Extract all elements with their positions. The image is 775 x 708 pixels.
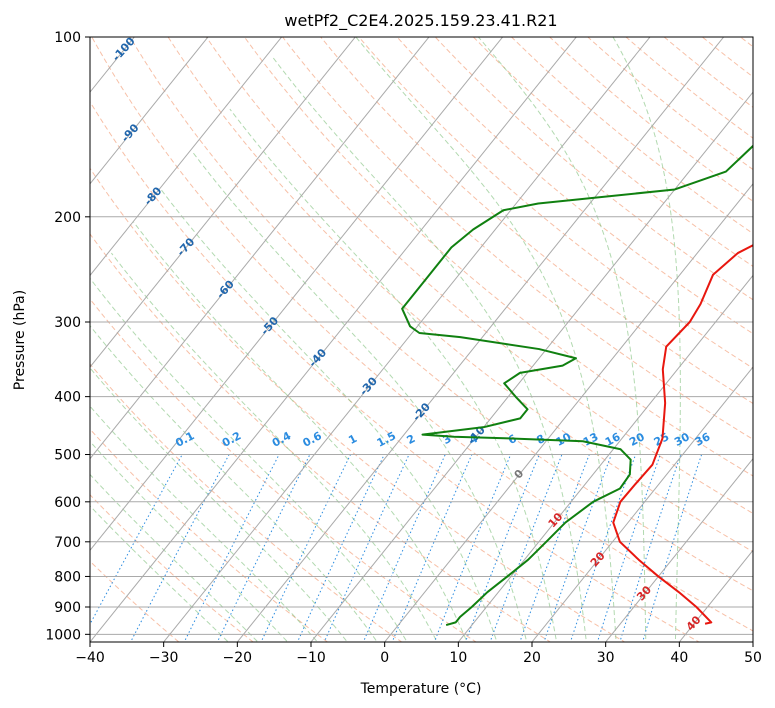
profile-series	[401, 144, 753, 627]
dry-adiabat	[90, 428, 329, 642]
x-tick-label: −20	[223, 650, 253, 666]
x-axis-label: Temperature (°C)	[360, 681, 482, 697]
mixing-ratio-label: 10	[554, 430, 574, 449]
dry-adiabat	[90, 560, 180, 642]
x-tick-label: −10	[296, 650, 326, 666]
y-tick-label: 200	[54, 210, 81, 226]
y-tick-label: 500	[54, 448, 81, 464]
moist-adiabat	[612, 37, 681, 642]
mixing-ratio-line	[519, 454, 590, 642]
isotherm	[384, 182, 753, 642]
dry-adiabat	[358, 37, 753, 369]
mixing-ratio-line	[90, 454, 183, 626]
dewpoint-profile	[401, 144, 753, 627]
y-tick-label: 1000	[45, 627, 81, 643]
mixing-ratio-line	[619, 454, 682, 642]
mixing-ratio-line	[464, 454, 540, 642]
isotherm	[236, 37, 725, 642]
temperature-profile	[612, 244, 753, 625]
dry-adiabat	[129, 37, 753, 592]
mixing-ratio-line	[391, 454, 473, 642]
dry-adiabat	[90, 233, 552, 642]
dry-adiabat	[90, 363, 403, 642]
chart-title: wetPf2_C2E4.2025.159.23.41.R21	[284, 11, 557, 31]
isotherm	[90, 37, 577, 642]
dry-adiabat	[761, 24, 775, 647]
x-tick-label: −30	[149, 650, 179, 666]
moist-adiabat	[90, 405, 319, 642]
dry-adiabat	[90, 100, 700, 642]
moist-adiabat	[478, 37, 647, 642]
isotherm	[90, 37, 504, 552]
mixing-ratio-line	[642, 454, 703, 642]
dry-adiabat	[243, 37, 753, 477]
mixing-ratio-line	[569, 454, 637, 642]
isotherm	[90, 37, 283, 277]
mixing-ratio-line	[433, 454, 512, 642]
y-tick-label: 900	[54, 600, 81, 616]
dry-adiabat	[320, 37, 753, 405]
isotherm	[0, 10, 9, 659]
mixing-ratio-line	[183, 454, 280, 642]
moist-adiabat	[90, 505, 229, 642]
isotherm	[605, 457, 753, 642]
isotherm	[531, 366, 753, 642]
gridlines	[0, 10, 753, 659]
dry-adiabat	[90, 494, 254, 642]
x-tick-label: 40	[670, 650, 688, 666]
mixing-ratio-line	[543, 454, 612, 642]
moist-adiabat	[90, 324, 378, 642]
mixing-ratio-label: 16	[603, 430, 623, 449]
mixing-ratio-line	[596, 454, 661, 642]
x-tick-label: 30	[597, 650, 615, 666]
x-axis: −40 −30 −20 −10 0 10 20 30 40 50	[75, 642, 762, 666]
x-tick-label: 20	[523, 650, 541, 666]
mixing-ratio-label: 20	[627, 430, 647, 449]
x-tick-label: 50	[744, 650, 762, 666]
isotherm	[163, 37, 651, 642]
dry-adiabat	[90, 298, 477, 642]
moist-adiabat	[90, 367, 348, 642]
moist-adiabat	[90, 440, 289, 642]
moist-adiabat	[272, 56, 587, 642]
mixing-ratio-label: 30	[672, 430, 692, 449]
dry-adiabat	[167, 37, 753, 553]
moist-adiabat	[133, 221, 468, 642]
isotherm	[90, 37, 356, 368]
y-tick-label: 600	[54, 495, 81, 511]
plot-frame	[89, 36, 754, 643]
mixing-ratio-line	[260, 454, 351, 642]
x-tick-label: −40	[75, 650, 105, 666]
y-axis: 100 200 300 400 500 600 700 800 900 1000	[45, 30, 90, 643]
isotherm	[90, 37, 209, 185]
y-tick-label: 300	[54, 315, 81, 331]
moist-adiabat	[229, 108, 558, 642]
isotherm	[310, 91, 753, 642]
x-tick-label: 10	[449, 650, 467, 666]
y-tick-label: 400	[54, 390, 81, 406]
y-tick-label: 100	[54, 30, 81, 46]
y-tick-label: 800	[54, 569, 81, 585]
y-axis-label: Pressure (hPa)	[12, 290, 28, 390]
moist-adiabat	[355, 37, 617, 642]
plot-area	[90, 37, 753, 642]
moist-adiabat	[90, 278, 408, 642]
y-tick-label: 700	[54, 535, 81, 551]
x-tick-label: 0	[380, 650, 389, 666]
isotherm	[457, 274, 753, 642]
mixing-ratio-label: 36	[693, 430, 713, 449]
moist-adiabat	[111, 252, 438, 642]
mixing-ratio-line	[130, 454, 230, 642]
moist-adiabat	[90, 473, 259, 642]
isotherm	[90, 37, 430, 460]
dry-adiabat	[205, 37, 753, 514]
dry-adiabat	[90, 167, 626, 642]
